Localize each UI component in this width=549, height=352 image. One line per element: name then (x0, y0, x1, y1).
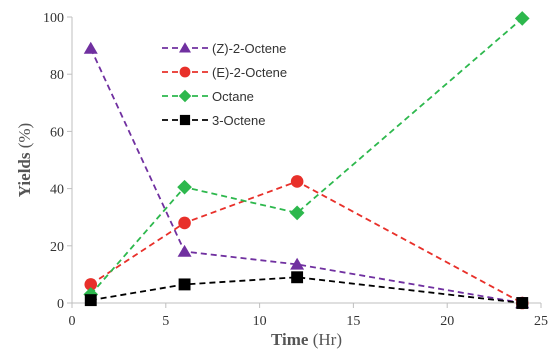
legend-marker (179, 42, 191, 53)
series-3 (83, 11, 530, 302)
data-point (514, 11, 530, 26)
series-4 (84, 271, 529, 309)
series-line (90, 276, 523, 304)
legend-label: Octane (212, 89, 254, 104)
data-point (290, 257, 305, 270)
y-tick-label: 0 (57, 297, 64, 312)
axes: 0 20 40 60 80 100 0 5 10 15 20 25 (43, 11, 548, 329)
y-tick-label: 100 (43, 11, 64, 26)
legend-label: (Z)-2-Octene (212, 41, 286, 56)
x-tick-label: 10 (253, 314, 267, 329)
legend-item: 3-Octene (162, 113, 265, 128)
y-tick-label: 20 (50, 240, 64, 255)
legend-marker (179, 114, 191, 126)
data-point (178, 216, 191, 230)
series-line (89, 48, 523, 304)
data-point (291, 271, 304, 284)
legend-label: 3-Octene (212, 113, 265, 128)
data-point (516, 297, 529, 309)
data-point (177, 179, 192, 195)
legend-label: (E)-2-Octene (212, 65, 287, 80)
x-tick-label: 20 (440, 314, 454, 329)
data-point (84, 294, 97, 307)
data-point (177, 244, 192, 257)
legend-item: Octane (162, 89, 254, 104)
y-tick-label: 80 (50, 68, 64, 83)
x-axis-title: Time (Hr) (271, 330, 342, 349)
legend-marker (178, 89, 192, 103)
legend-marker (179, 66, 191, 78)
series-line (90, 180, 523, 304)
legend-item: (E)-2-Octene (162, 65, 287, 80)
data-point (83, 41, 98, 54)
x-axis-title-unit: (Hr) (313, 330, 342, 349)
series-layer (83, 11, 530, 310)
x-tick-label: 5 (162, 314, 169, 329)
y-tick-label: 40 (50, 183, 64, 198)
y-axis-title: Yields (%) (15, 123, 34, 197)
series-line (90, 17, 523, 296)
y-tick-label: 60 (50, 125, 64, 140)
data-point (178, 278, 191, 291)
data-point (289, 205, 305, 221)
data-point (84, 278, 98, 291)
legend: (Z)-2-Octene (E)-2-Octene Octane 3-Octene (162, 41, 287, 128)
data-point (290, 175, 304, 188)
y-axis-title-unit: (%) (15, 123, 34, 148)
legend-item: (Z)-2-Octene (162, 41, 286, 56)
y-axis-title-main: Yields (15, 152, 34, 197)
x-tick-label: 15 (346, 314, 360, 329)
x-axis-title-main: Time (271, 330, 309, 349)
x-tick-label: 0 (69, 314, 76, 329)
series-1 (83, 41, 530, 309)
x-tick-label: 25 (534, 314, 548, 329)
